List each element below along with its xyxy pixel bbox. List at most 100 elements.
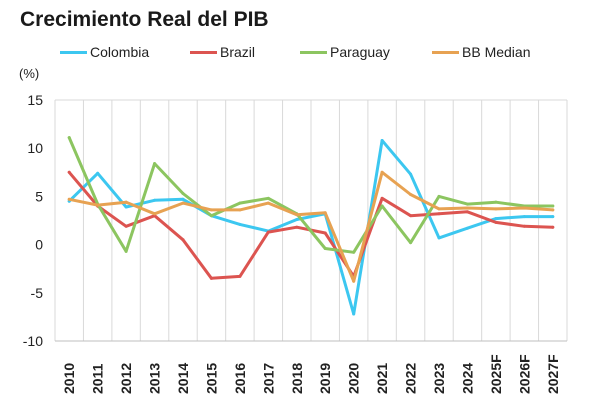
data-point-colombia <box>238 222 242 226</box>
x-tick-label: 2011 <box>90 363 106 394</box>
data-point-paraguay <box>153 162 157 166</box>
data-point-colombia <box>380 138 384 142</box>
data-point-paraguay <box>352 250 356 254</box>
data-point-paraguay <box>181 192 185 196</box>
legend-label-colombia: Colombia <box>90 44 150 60</box>
data-point-colombia <box>494 217 498 221</box>
data-point-brazil <box>209 276 213 280</box>
data-point-bb-median <box>409 192 413 196</box>
data-point-colombia <box>295 218 299 222</box>
x-tick-label: 2014 <box>175 363 191 394</box>
y-tick-label: 0 <box>35 237 43 253</box>
data-point-brazil <box>522 224 526 228</box>
data-point-paraguay <box>409 241 413 245</box>
data-point-bb-median <box>295 213 299 217</box>
x-tick-label: 2027F <box>545 354 561 394</box>
series-line-bb-median <box>67 170 555 283</box>
data-point-colombia <box>522 215 526 219</box>
data-point-paraguay <box>67 136 71 140</box>
y-tick-label: -5 <box>31 285 44 301</box>
data-point-bb-median <box>522 206 526 210</box>
data-point-bb-median <box>209 208 213 212</box>
data-point-colombia <box>181 197 185 201</box>
x-tick-label: 2021 <box>374 363 390 394</box>
data-point-paraguay <box>323 246 327 250</box>
data-point-brazil <box>437 212 441 216</box>
data-point-brazil <box>409 214 413 218</box>
data-point-brazil <box>238 274 242 278</box>
data-point-paraguay <box>209 214 213 218</box>
x-tick-label: 2020 <box>346 363 362 394</box>
data-point-brazil <box>323 231 327 235</box>
data-point-bb-median <box>352 279 356 283</box>
data-point-brazil <box>465 210 469 214</box>
legend-label-paraguay: Paraguay <box>330 44 390 60</box>
x-tick-label: 2010 <box>61 363 77 394</box>
legend-item-brazil: Brazil <box>190 44 255 60</box>
legend-item-bb-median: BB Median <box>432 44 530 60</box>
data-point-brazil <box>67 170 71 174</box>
y-axis-unit-label: (%) <box>19 66 40 81</box>
data-point-colombia <box>96 171 100 175</box>
series-lines <box>67 136 555 316</box>
data-point-bb-median <box>181 201 185 205</box>
data-point-paraguay <box>380 204 384 208</box>
data-point-bb-median <box>380 170 384 174</box>
series-line-colombia <box>67 139 555 316</box>
data-point-colombia <box>437 236 441 240</box>
legend-item-colombia: Colombia <box>60 44 149 60</box>
data-point-bb-median <box>437 207 441 211</box>
data-point-brazil <box>380 196 384 200</box>
x-tick-label: 2018 <box>289 363 305 394</box>
data-point-paraguay <box>494 200 498 204</box>
data-point-bb-median <box>465 206 469 210</box>
x-tick-labels: 2010 2011 2012 2013 2014 2015 2016 2017 2018 2019… <box>61 354 561 394</box>
y-tick-labels: 15 10 5 0 -5 -10 <box>23 92 43 349</box>
data-point-bb-median <box>124 200 128 204</box>
x-tick-label: 2026F <box>516 354 532 394</box>
legend-swatch-brazil <box>190 50 217 54</box>
data-point-brazil <box>124 224 128 228</box>
data-point-bb-median <box>494 207 498 211</box>
data-point-colombia <box>153 198 157 202</box>
x-tick-label: 2016 <box>232 363 248 394</box>
data-point-bb-median <box>67 197 71 201</box>
y-tick-label: 15 <box>27 92 43 108</box>
x-tick-label: 2022 <box>403 363 419 394</box>
data-point-brazil <box>266 230 270 234</box>
x-tick-label: 2019 <box>317 363 333 394</box>
data-point-bb-median <box>266 201 270 205</box>
y-tick-label: -10 <box>23 333 43 349</box>
x-tick-label: 2013 <box>147 363 163 394</box>
data-point-brazil <box>181 238 185 242</box>
x-tick-label: 2025F <box>488 354 504 394</box>
data-point-bb-median <box>323 211 327 215</box>
legend-label-brazil: Brazil <box>220 44 256 60</box>
legend-swatch-bb-median <box>432 50 459 54</box>
data-point-paraguay <box>551 204 555 208</box>
data-point-colombia <box>551 215 555 219</box>
data-point-brazil <box>494 220 498 224</box>
x-tick-label: 2017 <box>260 363 276 394</box>
data-point-bb-median <box>153 212 157 216</box>
data-point-bb-median <box>238 208 242 212</box>
data-point-paraguay <box>266 196 270 200</box>
data-point-paraguay <box>437 194 441 198</box>
x-tick-label: 2024 <box>459 363 475 394</box>
data-point-bb-median <box>551 208 555 212</box>
y-tick-label: 10 <box>27 140 43 156</box>
data-point-colombia <box>124 205 128 209</box>
data-point-paraguay <box>465 202 469 206</box>
series-line-paraguay <box>67 136 555 254</box>
y-tick-label: 5 <box>35 188 43 204</box>
data-point-bb-median <box>96 203 100 207</box>
legend-swatch-paraguay <box>300 50 327 54</box>
legend: Colombia Brazil Paraguay BB Median <box>60 44 580 66</box>
data-point-paraguay <box>124 249 128 253</box>
data-point-paraguay <box>238 201 242 205</box>
data-point-brazil <box>295 225 299 229</box>
data-point-colombia <box>409 172 413 176</box>
data-point-colombia <box>465 226 469 230</box>
legend-item-paraguay: Paraguay <box>300 44 390 60</box>
